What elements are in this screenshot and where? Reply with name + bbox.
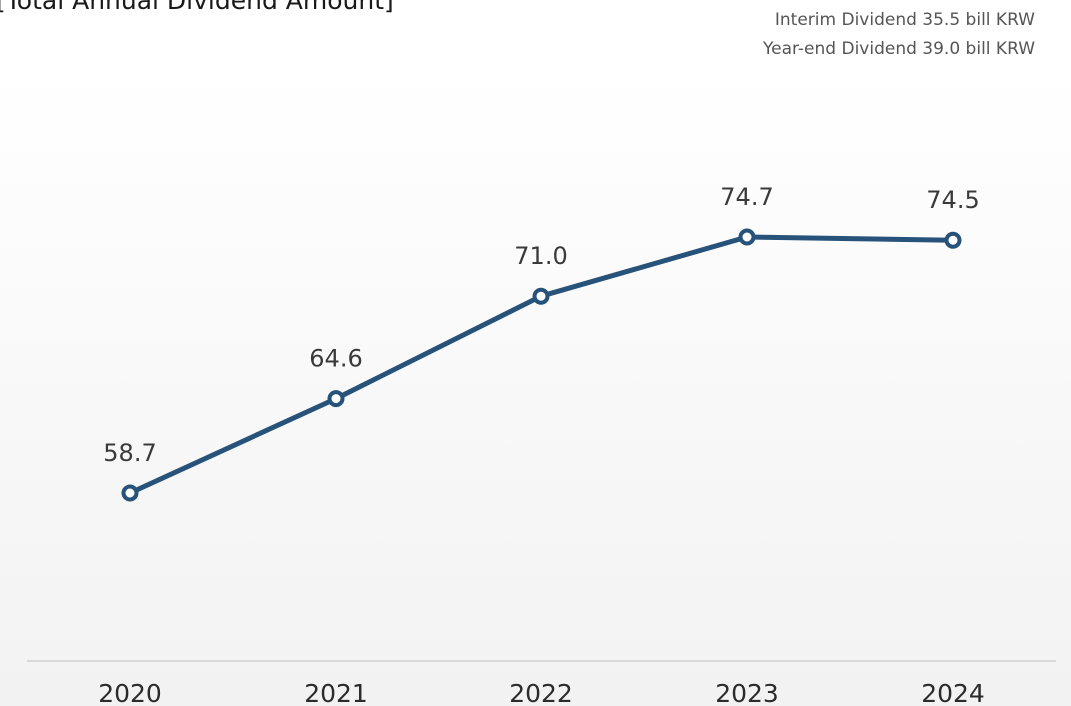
- year-end-dividend-note: Year-end Dividend 39.0 bill KRW: [763, 39, 1035, 59]
- data-label-2024: 74.5: [926, 186, 979, 214]
- data-label-2020: 58.7: [103, 439, 156, 467]
- dividend-note: Interim Dividend 35.5 bill KRW Year-end …: [763, 6, 1035, 64]
- x-tick-layer: 2020 2021 2022 2023 2024: [98, 679, 985, 706]
- data-point-2022: [532, 287, 550, 305]
- data-point-2021: [327, 390, 345, 408]
- data-label-2022: 71.0: [514, 242, 567, 270]
- data-label-layer: 58.7 64.6 71.0 74.7 74.5: [103, 183, 979, 467]
- data-point-2023: [738, 228, 756, 246]
- x-tick-2021: 2021: [304, 679, 368, 706]
- x-tick-2023: 2023: [715, 679, 779, 706]
- x-tick-2024: 2024: [921, 679, 985, 706]
- series-line: [128, 234, 954, 496]
- data-label-2021: 64.6: [309, 345, 362, 373]
- x-tick-2020: 2020: [98, 679, 162, 706]
- data-label-2023: 74.7: [720, 183, 773, 211]
- data-point-2020: [121, 484, 139, 502]
- data-point-2024: [944, 231, 962, 249]
- x-tick-2022: 2022: [509, 679, 573, 706]
- series-layer: [121, 228, 962, 502]
- interim-dividend-note: Interim Dividend 35.5 bill KRW: [774, 10, 1035, 30]
- chart-title: [Total Annual Dividend Amount]: [0, 0, 394, 15]
